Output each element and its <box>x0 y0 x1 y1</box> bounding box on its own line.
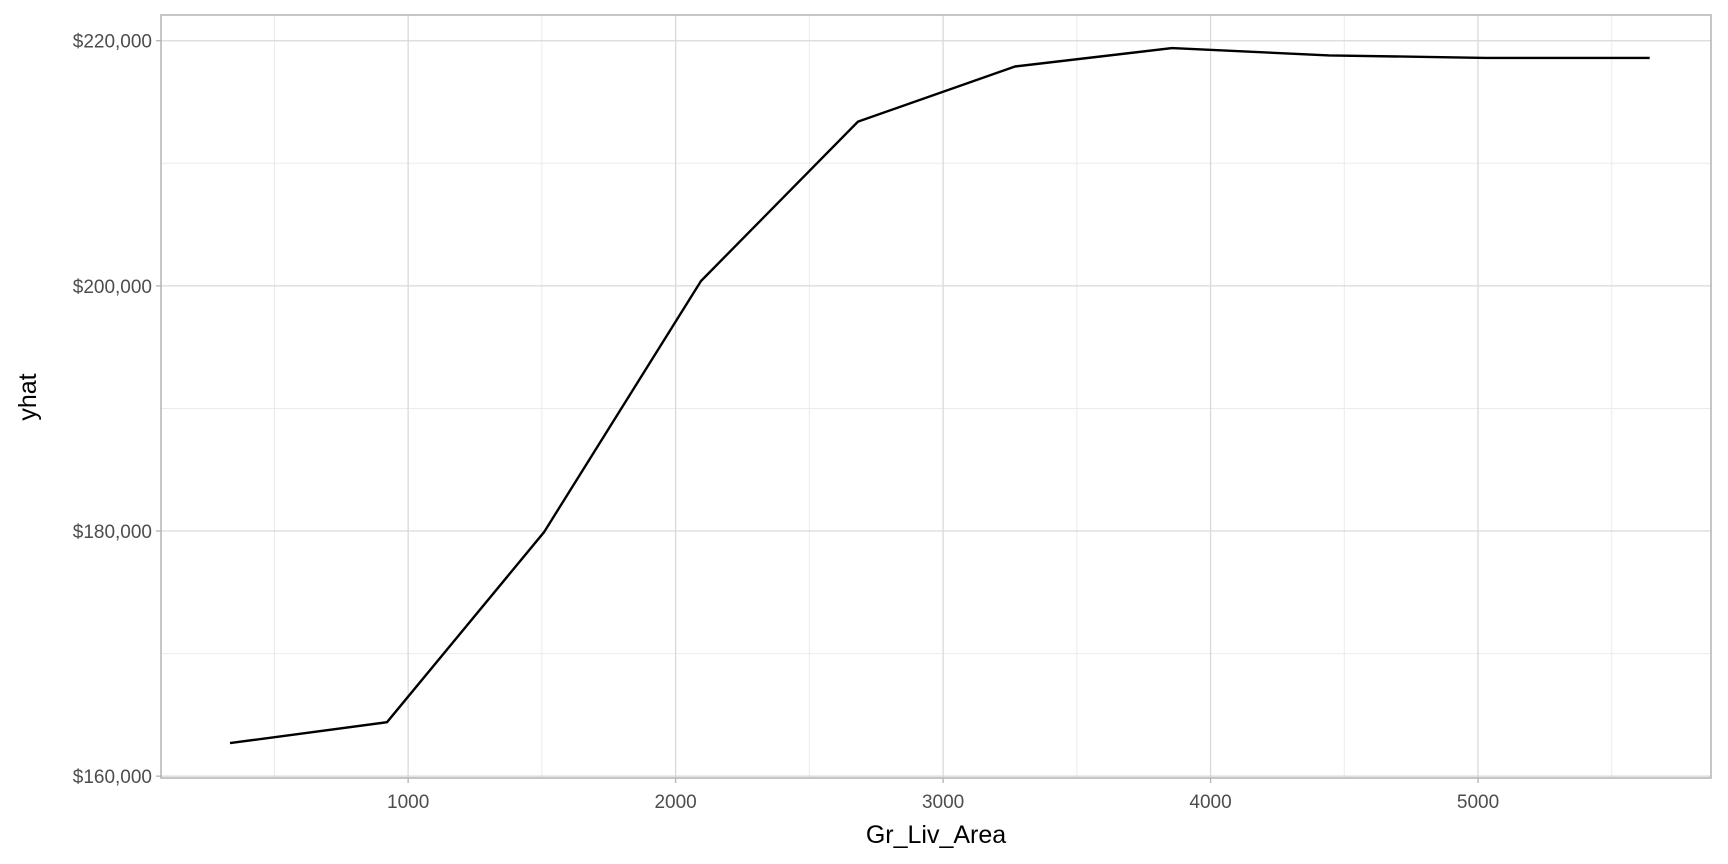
x-tick-label: 5000 <box>1457 792 1499 813</box>
series-layer <box>229 46 1650 745</box>
x-tick-label: 2000 <box>654 792 696 813</box>
x-tick-label: 1000 <box>387 792 429 813</box>
y-axis-ticks: $160,000 $180,000 $200,000 $220,000 <box>73 32 161 788</box>
major-gridlines <box>161 15 1711 778</box>
y-tick-label: $160,000 <box>73 767 152 788</box>
series-line <box>229 46 1650 745</box>
plot-border <box>160 14 1712 779</box>
y-tick-label: $200,000 <box>73 277 152 298</box>
x-axis-ticks: 1000 2000 3000 4000 5000 <box>387 778 1499 813</box>
y-tick-label: $180,000 <box>73 522 152 543</box>
x-tick-label: 3000 <box>922 792 964 813</box>
x-tick-label: 4000 <box>1189 792 1231 813</box>
x-axis-title: Gr_Liv_Area <box>866 821 1006 849</box>
plot-background <box>161 15 1711 778</box>
y-axis-title: yhat <box>14 373 42 420</box>
minor-gridlines <box>161 15 1711 778</box>
y-tick-label: $220,000 <box>73 32 152 53</box>
